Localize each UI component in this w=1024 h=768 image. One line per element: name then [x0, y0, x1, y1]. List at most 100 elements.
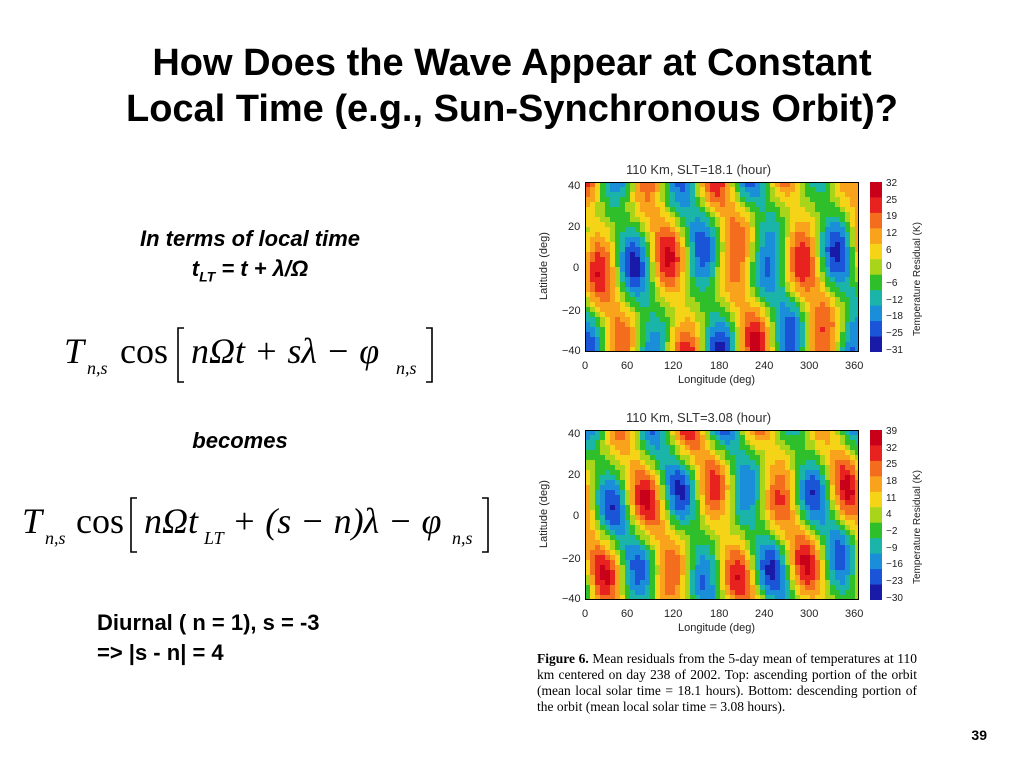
colorbar-swatch: [870, 538, 882, 555]
colorbar-swatch: [870, 182, 882, 198]
colorbar-tick-label: 32: [886, 442, 898, 454]
equation-1: T n,s cos nΩt + sλ − φ n,s: [60, 322, 450, 388]
eq2-t-sub: LT: [204, 528, 224, 548]
colorbar-swatch: [870, 305, 882, 322]
bottom-ytick: 20: [568, 469, 581, 481]
colorbar-swatch: [870, 460, 882, 477]
colorbar-swatch: [870, 197, 882, 214]
colorbar-tick-label: 12: [886, 227, 898, 239]
colorbar-swatch: [870, 243, 882, 260]
eq2-T-sub: n,s: [45, 528, 66, 548]
colorbar-tick-label: −9: [886, 542, 898, 554]
bottom-xtick: 180: [710, 608, 729, 620]
colorbar-swatch: [870, 569, 882, 586]
colorbar-tick-label: −2: [886, 525, 898, 537]
colorbar-tick-label: 32: [886, 178, 898, 189]
top-ytick: 0: [573, 262, 580, 274]
diurnal-line-1: Diurnal ( n = 1), s = -3: [97, 610, 320, 635]
eq2-part1: nΩt: [144, 501, 199, 541]
colorbar-swatch: [870, 522, 882, 539]
top-ytick: 40: [568, 180, 581, 192]
slide-title: How Does the Wave Appear at Constant Loc…: [0, 40, 1024, 132]
colorbar-tick-label: 18: [886, 475, 898, 487]
colorbar-tick-label: −31: [886, 344, 903, 356]
top-xtick: 240: [755, 360, 774, 372]
bottom-ytick: 40: [568, 428, 581, 440]
colorbar-swatch: [870, 491, 882, 508]
caption-text: Mean residuals from the 5-day mean of te…: [537, 651, 917, 714]
colorbar-tick-label: 6: [886, 244, 892, 256]
top-xtick: 360: [845, 360, 864, 372]
bottom-xtick: 240: [755, 608, 774, 620]
equation-1-brackets: [177, 327, 433, 383]
eq2-phi-sub: n,s: [452, 528, 473, 548]
colorbar-tick-label: 39: [886, 426, 898, 437]
bottom-xtick: 300: [800, 608, 819, 620]
bottom-ytick: 0: [573, 510, 580, 522]
figure-top-panel: 110 Km, SLT=18.1 (hour) Latitude (deg) 4…: [530, 160, 930, 390]
colorbar-tick-label: −12: [886, 294, 903, 306]
eq2-T: T: [22, 501, 43, 541]
formula-rest: = t + λ/Ω: [215, 256, 309, 281]
colorbar-tick-label: 0: [886, 261, 892, 273]
colorbar-tick-label: 11: [886, 492, 897, 504]
colorbar-swatch: [870, 336, 882, 352]
bottom-xlabel: Longitude (deg): [678, 622, 756, 634]
eq1-body: nΩt + sλ − φ: [191, 331, 380, 371]
bottom-contour-map: [585, 430, 859, 600]
colorbar-swatch: [870, 584, 882, 600]
eq1-cos: cos: [120, 331, 168, 371]
colorbar-swatch: [870, 212, 882, 229]
colorbar-swatch: [870, 445, 882, 462]
equation-2-brackets: [130, 497, 489, 553]
figure-bottom-panel: 110 Km, SLT=3.08 (hour) Latitude (deg) 4…: [530, 408, 930, 638]
top-xtick: 300: [800, 360, 819, 372]
local-time-block: In terms of local time tLT = t + λ/Ω: [60, 224, 440, 291]
colorbar-tick-label: −18: [886, 311, 903, 323]
bottom-xtick: 120: [664, 608, 683, 620]
colorbar-swatch: [870, 274, 882, 291]
bottom-colorbar: [870, 430, 882, 600]
bottom-xtick: 360: [845, 608, 864, 620]
bottom-colorbar-title: Temperature Residual (K): [912, 470, 923, 584]
eq2-part2: + (s − n)λ − φ: [232, 501, 442, 541]
diurnal-line-2: => |s - n| = 4: [97, 640, 224, 665]
colorbar-tick-label: −30: [886, 592, 903, 604]
local-time-formula: tLT = t + λ/Ω: [60, 254, 440, 291]
title-line-1: How Does the Wave Appear at Constant: [152, 42, 872, 84]
title-line-2: Local Time (e.g., Sun-Synchronous Orbit)…: [125, 88, 899, 130]
top-xtick: 60: [621, 360, 634, 372]
formula-sub-lt: LT: [199, 268, 216, 285]
bottom-xtick: 0: [582, 608, 589, 620]
eq1-T: T: [64, 331, 85, 371]
eq2-cos: cos: [76, 501, 124, 541]
eq1-T-sub: n,s: [87, 358, 108, 378]
bottom-ytick: −20: [562, 553, 581, 565]
colorbar-swatch: [870, 290, 882, 307]
formula-t: t: [191, 256, 200, 281]
bottom-xtick: 60: [621, 608, 634, 620]
eq1-phi-sub: n,s: [396, 358, 417, 378]
top-contour-map: [585, 182, 859, 352]
top-xtick: 120: [664, 360, 683, 372]
colorbar-tick-label: −6: [886, 277, 898, 289]
equation-2: T n,s cos nΩt LT + (s − n)λ − φ n,s: [20, 492, 500, 558]
bottom-ytick: −40: [562, 593, 581, 605]
caption-label: Figure 6.: [537, 651, 589, 666]
top-ytick: −20: [562, 305, 581, 317]
top-xlabel: Longitude (deg): [678, 374, 756, 386]
colorbar-tick-label: 19: [886, 211, 898, 223]
top-xtick: 180: [710, 360, 729, 372]
bottom-ylabel: Latitude (deg): [538, 480, 550, 548]
colorbar-tick-label: 4: [886, 509, 892, 521]
top-colorbar: [870, 182, 882, 352]
colorbar-tick-label: −25: [886, 327, 903, 339]
page-number: 39: [971, 727, 987, 743]
colorbar-swatch: [870, 430, 882, 446]
colorbar-tick-label: −16: [886, 559, 903, 571]
colorbar-tick-label: −23: [886, 575, 903, 587]
top-ylabel: Latitude (deg): [538, 232, 550, 300]
diurnal-note: Diurnal ( n = 1), s = -3 => |s - n| = 4: [97, 608, 320, 668]
top-colorbar-title: Temperature Residual (K): [912, 222, 923, 336]
bottom-panel-title: 110 Km, SLT=3.08 (hour): [626, 410, 772, 425]
